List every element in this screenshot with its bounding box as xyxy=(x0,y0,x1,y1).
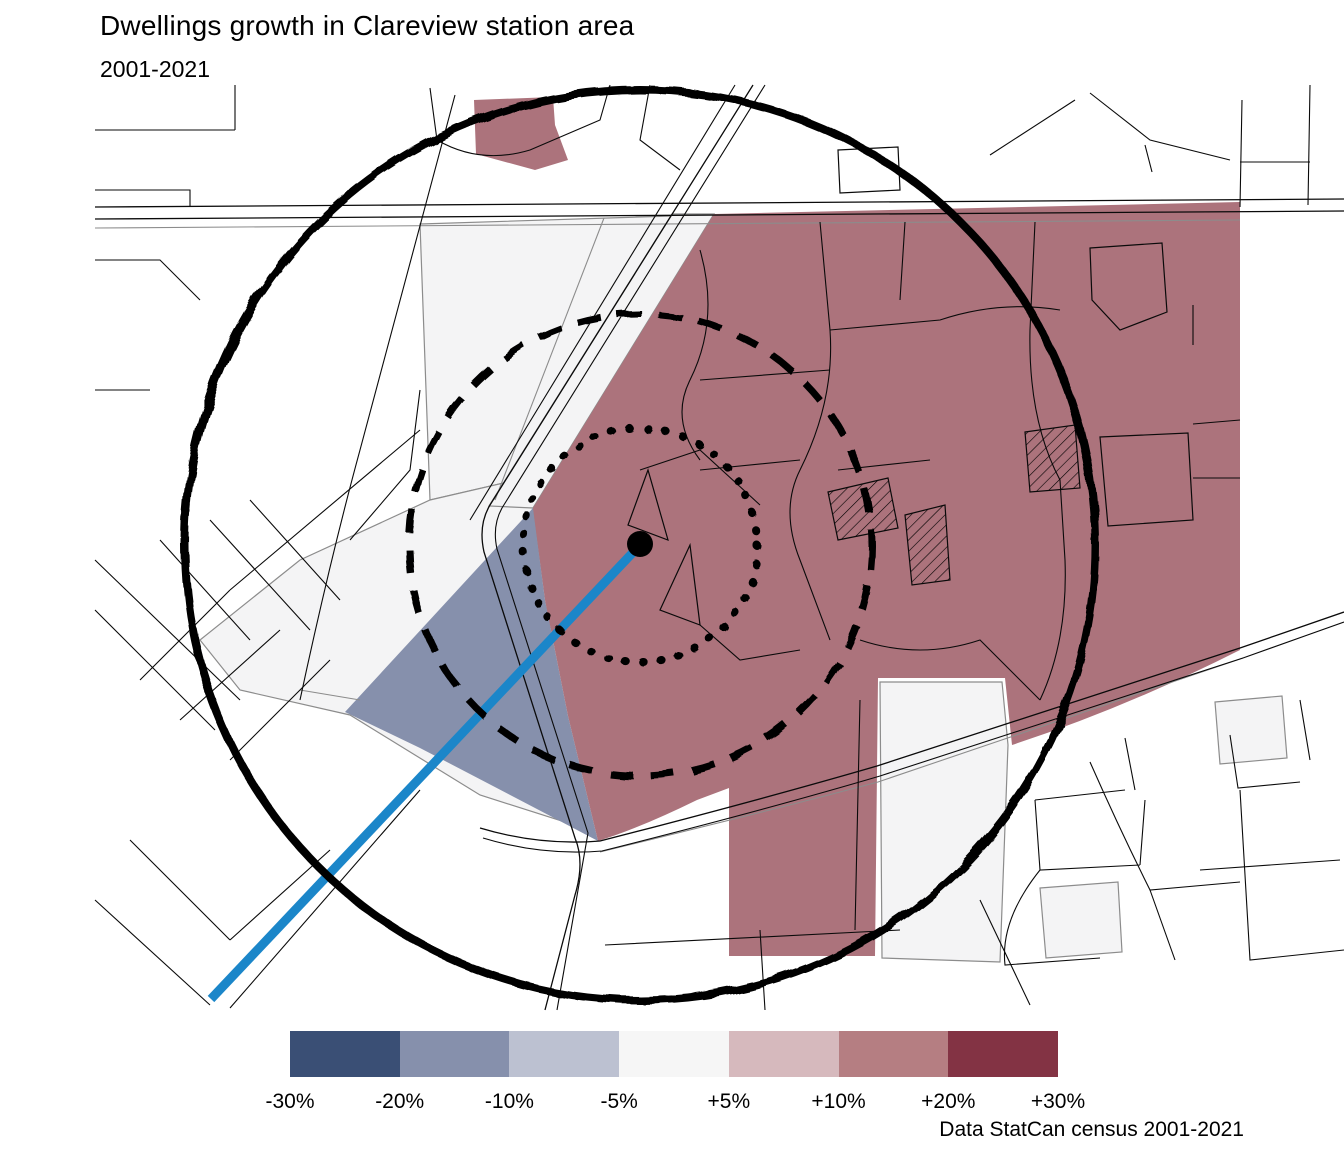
legend-tick-label: -5% xyxy=(600,1090,638,1113)
legend-tick-label: +20% xyxy=(921,1090,976,1113)
legend-tick-label: +10% xyxy=(811,1090,866,1113)
station-area-map xyxy=(94,84,1344,1011)
legend-swatch xyxy=(619,1031,729,1077)
legend-swatch xyxy=(290,1031,400,1077)
data-attribution: Data StatCan census 2001-2021 xyxy=(939,1118,1244,1141)
station-marker xyxy=(627,531,653,557)
legend-tick-labels: -30% -20% -10% -5% +5% +10% +20% +30% xyxy=(265,1090,1085,1116)
legend-swatch xyxy=(728,1031,839,1077)
census-boundaries xyxy=(94,217,1244,853)
hatched-parcels xyxy=(827,424,1081,586)
buffer-rings xyxy=(181,86,1099,1004)
page-subtitle: 2001-2021 xyxy=(100,56,210,82)
middle-ring xyxy=(405,310,875,780)
legend-tick-label: -20% xyxy=(375,1090,425,1113)
legend-tick-label: -10% xyxy=(484,1090,534,1113)
chart-header: Dwellings growth in Clareview station ar… xyxy=(100,10,634,83)
legend-tick-label: +30% xyxy=(1030,1090,1086,1113)
station-west-decline-area xyxy=(345,508,598,841)
legend-tick-label: +5% xyxy=(707,1090,751,1113)
legend-swatch xyxy=(509,1031,620,1077)
legend-colorbar xyxy=(290,1031,1059,1077)
inner-ring xyxy=(519,424,761,666)
legend-tick-label: -30% xyxy=(265,1090,315,1113)
outer-ring xyxy=(181,86,1099,1004)
legend-swatch xyxy=(838,1031,949,1077)
page-title: Dwellings growth in Clareview station ar… xyxy=(100,10,635,41)
legend-swatch xyxy=(399,1031,510,1077)
legend-swatch xyxy=(948,1031,1059,1077)
lrt-line xyxy=(207,541,644,1003)
